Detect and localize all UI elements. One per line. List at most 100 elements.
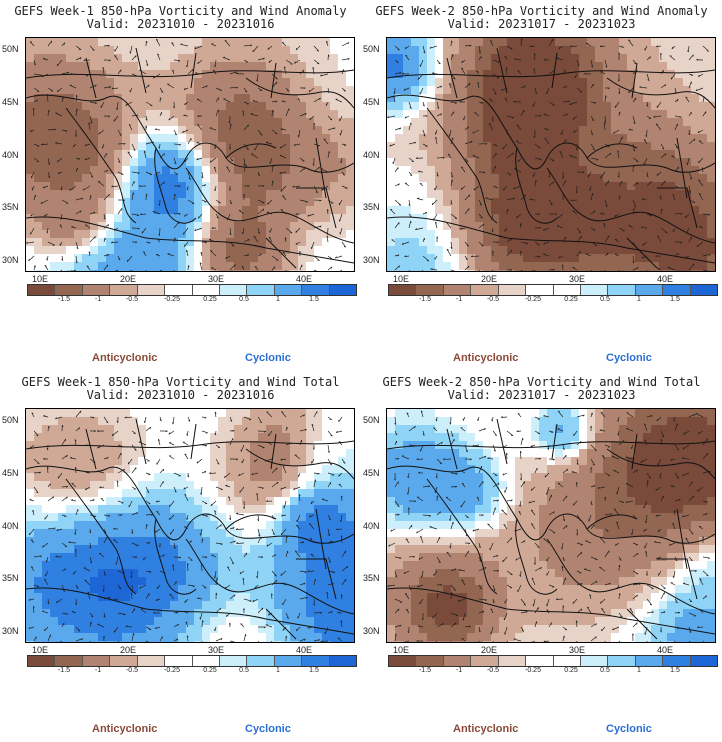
map-panel: GEFS Week-2 850-hPa Vorticity and Wind A… <box>361 0 722 371</box>
colorbar-tick-label: 1 <box>276 296 280 303</box>
vorticity-map <box>25 37 355 272</box>
vorticity-map <box>386 408 716 643</box>
colorbar-swatch <box>247 656 275 666</box>
colorbar-tick-label: -1.5 <box>57 667 71 674</box>
colorbar-swatch <box>165 285 193 295</box>
latitude-label: 50N <box>363 415 380 425</box>
map-panel: GEFS Week-2 850-hPa Vorticity and Wind T… <box>361 371 722 742</box>
colorbar-swatch <box>526 656 554 666</box>
longitude-label: 10E <box>32 274 49 284</box>
colorbar-swatch <box>690 656 718 666</box>
colorbar-swatch <box>55 656 83 666</box>
colorbar-tick-label: -1.5 <box>418 667 432 674</box>
colorbar-tick-label: 1.5 <box>309 667 319 674</box>
colorbar-swatch <box>137 285 166 295</box>
legend-anticyclonic: Anticyclonic <box>453 723 519 735</box>
colorbar-swatch <box>443 656 472 666</box>
colorbar-swatch <box>635 656 664 666</box>
panel-valid-dates: Valid: 20231017 - 20231023 <box>447 388 636 402</box>
colorbar-tick-label: 1 <box>637 296 641 303</box>
colorbar-tick-label: 1.5 <box>670 296 680 303</box>
colorbar-tick-label: 0.5 <box>600 667 610 674</box>
latitude-label: 40N <box>2 150 19 160</box>
longitude-label: 40E <box>657 645 674 655</box>
colorbar-swatch <box>192 656 220 666</box>
longitude-label: 30E <box>208 645 225 655</box>
colorbar-tick-label: 1 <box>637 667 641 674</box>
colorbar-swatch <box>302 656 330 666</box>
colorbar-tick-label: -1 <box>455 296 463 303</box>
longitude-label: 20E <box>120 645 137 655</box>
latitude-label: 50N <box>363 44 380 54</box>
colorbar-swatch <box>110 285 138 295</box>
colorbar-swatch <box>274 285 303 295</box>
colorbar-swatch <box>82 285 111 295</box>
colorbar-tick-label: 1 <box>276 667 280 674</box>
panel-valid-dates: Valid: 20231010 - 20231016 <box>86 17 275 31</box>
colorbar-swatch <box>608 285 636 295</box>
latitude-label: 35N <box>2 202 19 212</box>
colorbar-swatch <box>274 656 303 666</box>
colorbar-tick-label: 0.5 <box>239 667 249 674</box>
colorbar-swatch <box>635 285 664 295</box>
latitude-label: 35N <box>2 573 19 583</box>
longitude-label: 30E <box>208 274 225 284</box>
panel-title: GEFS Week-1 850-hPa Vorticity and Wind A… <box>14 4 347 18</box>
colorbar <box>388 284 718 296</box>
latitude-label: 50N <box>2 415 19 425</box>
colorbar-swatch <box>498 285 527 295</box>
latitude-label: 45N <box>363 97 380 107</box>
legend-cyclonic: Cyclonic <box>245 723 291 735</box>
colorbar-swatch <box>580 285 609 295</box>
colorbar-swatch <box>82 656 111 666</box>
colorbar-swatch <box>329 656 357 666</box>
legend-anticyclonic: Anticyclonic <box>92 723 158 735</box>
colorbar <box>27 655 357 667</box>
colorbar-swatch <box>663 285 691 295</box>
colorbar-swatch <box>471 656 499 666</box>
colorbar-swatch <box>219 285 248 295</box>
colorbar-tick-label: -1.5 <box>418 296 432 303</box>
longitude-label: 10E <box>32 645 49 655</box>
longitude-label: 40E <box>296 645 313 655</box>
colorbar-tick-label: -0.25 <box>525 296 541 303</box>
colorbar-swatch <box>192 285 220 295</box>
colorbar-swatch <box>302 285 330 295</box>
colorbar-tick-label: 0.25 <box>203 296 217 303</box>
latitude-label: 40N <box>363 150 380 160</box>
colorbar-tick-label: -1.5 <box>57 296 71 303</box>
latitude-label: 30N <box>2 255 19 265</box>
latitude-label: 30N <box>363 626 380 636</box>
colorbar-tick-label: -1 <box>94 667 102 674</box>
longitude-label: 30E <box>569 274 586 284</box>
vorticity-map <box>25 408 355 643</box>
colorbar-tick-label: -0.25 <box>164 667 180 674</box>
colorbar-tick-label: 0.25 <box>564 667 578 674</box>
colorbar-swatch <box>219 656 248 666</box>
colorbar-swatch <box>416 656 444 666</box>
colorbar-tick-label: 0.25 <box>203 667 217 674</box>
panel-valid-dates: Valid: 20231010 - 20231016 <box>86 388 275 402</box>
latitude-label: 45N <box>2 97 19 107</box>
colorbar-swatch <box>471 285 499 295</box>
legend-cyclonic: Cyclonic <box>245 352 291 364</box>
colorbar-tick-label: -0.5 <box>125 667 139 674</box>
colorbar-tick-label: -0.5 <box>125 296 139 303</box>
colorbar-tick-label: 1.5 <box>670 667 680 674</box>
latitude-label: 40N <box>2 521 19 531</box>
legend-anticyclonic: Anticyclonic <box>453 352 519 364</box>
longitude-label: 40E <box>657 274 674 284</box>
colorbar-swatch <box>580 656 609 666</box>
colorbar-swatch <box>28 656 56 666</box>
latitude-label: 30N <box>363 255 380 265</box>
longitude-label: 20E <box>120 274 137 284</box>
colorbar-swatch <box>165 656 193 666</box>
latitude-label: 35N <box>363 202 380 212</box>
panel-title: GEFS Week-2 850-hPa Vorticity and Wind A… <box>375 4 708 18</box>
colorbar-swatch <box>55 285 83 295</box>
map-panel: GEFS Week-1 850-hPa Vorticity and Wind A… <box>0 0 361 371</box>
latitude-label: 30N <box>2 626 19 636</box>
colorbar-tick-label: -0.5 <box>486 667 500 674</box>
colorbar-swatch <box>389 656 417 666</box>
colorbar-swatch <box>416 285 444 295</box>
